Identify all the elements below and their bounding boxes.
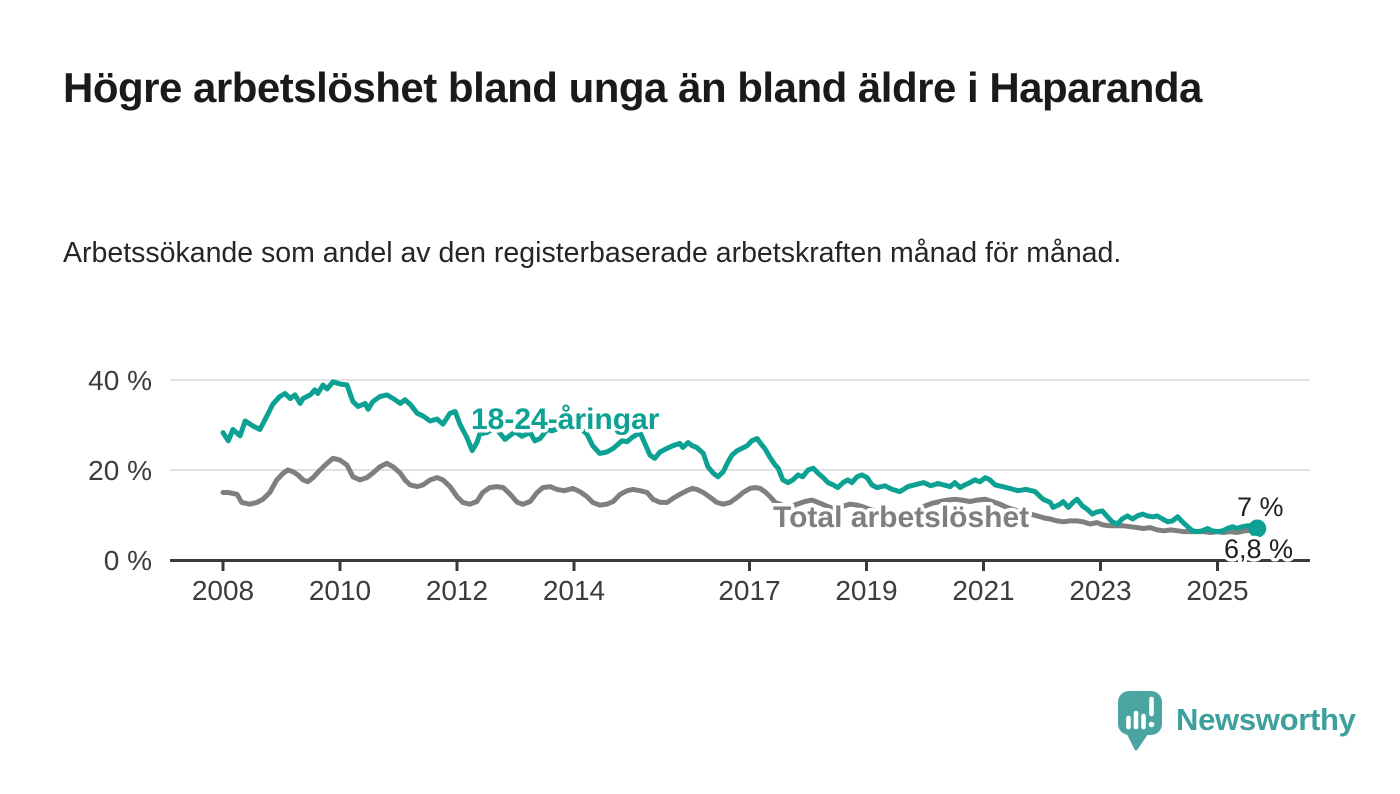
- bar-chart-glyph: [1126, 696, 1154, 730]
- chart-subtitle: Arbetssökande som andel av den registerb…: [63, 237, 1122, 269]
- brand-name: Newsworthy: [1176, 702, 1356, 737]
- x-tick-label-2012: 2012: [426, 575, 488, 606]
- x-tick-label-2025: 2025: [1186, 575, 1248, 606]
- x-tick-label-2023: 2023: [1069, 575, 1131, 606]
- end-value-label-young: 7 %: [1237, 492, 1284, 522]
- y-axis-labels: 0 % 20 % 40 %: [88, 365, 152, 576]
- x-tick-label-2019: 2019: [835, 575, 897, 606]
- exclamation-dot: [1148, 721, 1155, 728]
- y-tick-label-40: 40 %: [88, 365, 152, 396]
- x-tick-label-2017: 2017: [718, 575, 780, 606]
- page-title: Högre arbetslöshet bland unga än bland ä…: [63, 64, 1202, 111]
- gridlines: [170, 379, 1310, 471]
- series-end-dots: [1248, 519, 1267, 538]
- x-tick-label-2010: 2010: [309, 575, 371, 606]
- series-label-total: Total arbetslöshet: [773, 501, 1029, 534]
- x-tick-label-2014: 2014: [543, 575, 605, 606]
- y-tick-label-0: 0 %: [104, 545, 152, 576]
- line-chart: 0 % 20 % 40 % 2008 2010 2012 2014 2017 2019 2021…: [88, 365, 1310, 606]
- series-lines: [220, 379, 1260, 535]
- end-value-label-total: 6,8 %: [1224, 534, 1293, 564]
- series-label-young: 18-24-åringar: [471, 403, 660, 436]
- x-tick-label-2008: 2008: [192, 575, 254, 606]
- series-line-young: [220, 379, 1260, 535]
- series-line-total: [220, 455, 1260, 535]
- y-tick-label-20: 20 %: [88, 455, 152, 486]
- x-axis-ticks: 2008 2010 2012 2014 2017 2019 2021 2023 2025: [192, 559, 1249, 606]
- newsworthy-logo: Newsworthy: [1117, 686, 1356, 754]
- end-dot-young: [1248, 519, 1267, 538]
- newsworthy-bubble-icon: [1118, 691, 1162, 751]
- x-tick-label-2021: 2021: [952, 575, 1014, 606]
